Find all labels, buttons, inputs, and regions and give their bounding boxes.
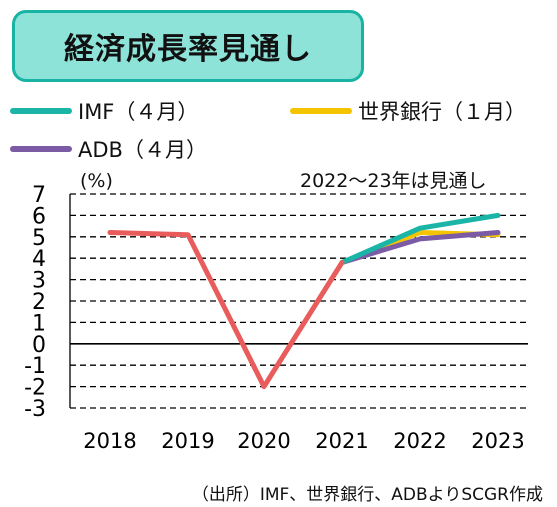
y-tick-label: 3 (32, 269, 46, 294)
chart-title: 経済成長率見通し (64, 32, 312, 67)
legend-label-worldbank: 世界銀行（１月） (358, 100, 526, 124)
grid (69, 193, 528, 409)
source-note: （出所）IMF、世界銀行、ADBよりSCGR作成 (191, 485, 543, 505)
legend-item-adb: ADB（４月） (10, 134, 207, 164)
legend-label-imf: IMF（４月） (78, 100, 199, 124)
y-unit-label: (%) (80, 170, 113, 192)
x-tick-label: 2022 (393, 429, 446, 453)
y-tick-label: -2 (24, 376, 46, 401)
y-tick-label: 2 (32, 290, 46, 315)
legend-item-imf: IMF（４月） (10, 96, 198, 126)
series-line-3 (107, 230, 345, 390)
series-line-2 (339, 230, 501, 265)
x-tick-label: 2021 (315, 429, 368, 453)
x-tick-label: 2020 (237, 429, 290, 453)
series-line-0 (339, 212, 501, 265)
legend-item-worldbank: 世界銀行（１月） (290, 96, 526, 126)
x-axis-ticks: 2018 2019 2020 2021 2022 2023 (83, 429, 524, 453)
title-box: 経済成長率見通し (12, 10, 364, 82)
legend-label-adb: ADB（４月） (78, 138, 207, 162)
series-lines (107, 212, 501, 390)
y-tick-label: -1 (24, 354, 46, 379)
y-tick-label: -3 (24, 397, 46, 422)
legend-swatch-worldbank (290, 108, 352, 114)
y-tick-label: 5 (32, 226, 46, 251)
y-tick-label: 4 (32, 247, 46, 272)
y-tick-label: 1 (32, 311, 46, 336)
legend-swatch-imf (10, 108, 72, 114)
x-tick-label: 2018 (83, 429, 136, 453)
y-tick-label: 0 (32, 333, 46, 358)
forecast-note: 2022～23年は見通し (300, 170, 487, 192)
x-tick-label: 2019 (161, 429, 214, 453)
y-tick-label: 6 (32, 204, 46, 229)
y-tick-label: 7 (32, 183, 46, 208)
legend-swatch-adb (10, 146, 72, 152)
x-tick-label: 2023 (471, 429, 524, 453)
